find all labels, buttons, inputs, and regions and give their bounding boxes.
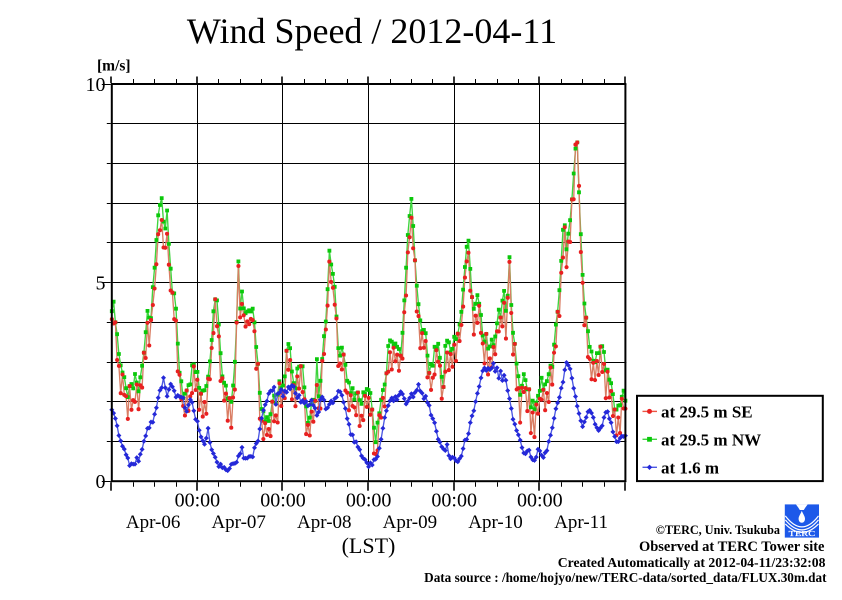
svg-text:Wind Speed / 2012-04-11: Wind Speed / 2012-04-11 — [187, 11, 557, 51]
svg-text:Observed at TERC Tower site: Observed at TERC Tower site — [639, 539, 825, 555]
svg-text:at 29.5 m NW: at 29.5 m NW — [661, 430, 761, 449]
svg-text:Data source : /home/hojyo/new/: Data source : /home/hojyo/new/TERC-data/… — [424, 570, 827, 585]
svg-text:(LST): (LST) — [342, 533, 396, 558]
svg-text:00:00: 00:00 — [175, 490, 221, 512]
svg-text:TERC: TERC — [789, 529, 816, 538]
svg-text:00:00: 00:00 — [346, 490, 392, 512]
svg-text:5: 5 — [96, 273, 106, 295]
svg-text:Apr-09: Apr-09 — [383, 512, 438, 533]
svg-text:00:00: 00:00 — [431, 490, 477, 512]
svg-text:00:00: 00:00 — [517, 490, 563, 512]
svg-text:Apr-11: Apr-11 — [554, 512, 608, 533]
svg-text:Apr-10: Apr-10 — [468, 512, 523, 533]
svg-text:10: 10 — [86, 74, 106, 96]
svg-text:Created Automatically at 2012-: Created Automatically at 2012-04-11/23:3… — [558, 555, 826, 570]
svg-text:©TERC, Univ. Tsukuba: ©TERC, Univ. Tsukuba — [656, 523, 780, 537]
svg-text:Apr-08: Apr-08 — [297, 512, 352, 533]
svg-text:Apr-07: Apr-07 — [211, 512, 266, 533]
svg-text:at 1.6 m: at 1.6 m — [661, 458, 719, 477]
svg-text:[m/s]: [m/s] — [97, 58, 131, 75]
svg-text:Apr-06: Apr-06 — [126, 512, 181, 533]
svg-text:00:00: 00:00 — [260, 490, 306, 512]
svg-text:at 29.5 m SE: at 29.5 m SE — [661, 402, 753, 421]
svg-text:0: 0 — [96, 471, 106, 493]
